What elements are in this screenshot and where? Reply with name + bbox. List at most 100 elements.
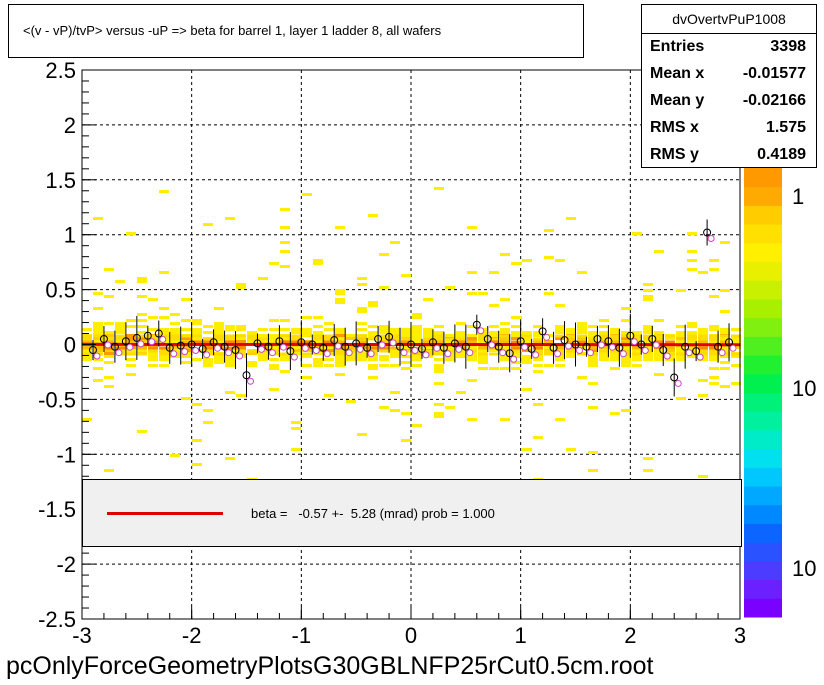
heatmap-cell	[610, 367, 620, 370]
heatmap-cell	[599, 331, 609, 334]
heatmap-cell	[687, 331, 697, 334]
heatmap-cell	[236, 394, 246, 397]
heatmap-cell	[533, 325, 543, 328]
heatmap-cell	[489, 331, 499, 334]
heatmap-cell	[104, 295, 114, 298]
heatmap-cell	[214, 331, 224, 334]
heatmap-cell	[170, 334, 180, 338]
heatmap-cell	[566, 334, 576, 338]
heatmap-cell	[379, 328, 389, 331]
heatmap-cell	[489, 352, 499, 356]
heatmap-cell	[357, 307, 367, 310]
heatmap-cell	[170, 328, 180, 331]
heatmap-cell	[291, 352, 301, 355]
heatmap-cell	[203, 346, 213, 350]
heatmap-cell	[104, 376, 114, 379]
heatmap-cell	[434, 334, 444, 338]
heatmap-cell	[346, 355, 356, 358]
stats-label: Entries	[650, 38, 705, 55]
heatmap-cell	[324, 358, 334, 361]
heatmap-cell	[203, 325, 213, 328]
heatmap-cell	[335, 301, 345, 304]
heatmap-cell	[269, 262, 279, 265]
heatmap-cell	[621, 307, 631, 310]
color-scale-band	[744, 224, 782, 244]
heatmap-cell	[456, 334, 466, 337]
heatmap-cell	[654, 340, 664, 344]
heatmap-cell	[379, 349, 389, 353]
heatmap-cell	[599, 352, 609, 355]
heatmap-cell	[654, 346, 664, 349]
heatmap-cell	[148, 328, 158, 331]
heatmap-cell	[533, 334, 543, 337]
profile-point	[604, 337, 613, 346]
heatmap-cell	[533, 358, 543, 361]
heatmap-cell	[467, 346, 477, 349]
heatmap-cell	[280, 241, 290, 244]
profile-point	[308, 340, 317, 349]
heatmap-cell	[170, 346, 180, 349]
profile-point-alt	[477, 327, 485, 335]
heatmap-cell	[412, 328, 422, 331]
heatmap-cell	[324, 364, 334, 367]
heatmap-cell	[654, 352, 664, 355]
heatmap-cell	[599, 319, 609, 322]
profile-point-alt	[159, 336, 167, 344]
heatmap-cell	[687, 322, 697, 325]
heatmap-cell	[588, 340, 598, 343]
heatmap-cell	[181, 298, 191, 301]
profile-point	[363, 343, 372, 352]
heatmap-cell	[368, 301, 378, 304]
heatmap-cell	[93, 217, 103, 220]
heatmap-cell	[137, 346, 147, 350]
heatmap-cell	[423, 328, 433, 331]
profile-point-alt	[488, 341, 496, 349]
heatmap-cell	[302, 331, 312, 334]
heatmap-cell	[148, 298, 158, 301]
heatmap-cell	[148, 349, 158, 353]
heatmap-cell	[478, 334, 488, 338]
heatmap-cell	[489, 349, 499, 352]
heatmap-cell	[676, 340, 686, 343]
heatmap-cell	[368, 214, 378, 217]
heatmap-cell	[544, 292, 554, 295]
profile-point-alt	[586, 349, 594, 357]
heatmap-cell	[93, 328, 103, 331]
heatmap-cell	[82, 352, 92, 356]
heatmap-cell	[577, 334, 587, 338]
heatmap-cell	[181, 328, 191, 331]
heatmap-cell	[291, 346, 301, 349]
heatmap-cell	[357, 322, 367, 325]
heatmap-cell	[335, 337, 345, 340]
heatmap-cell	[489, 367, 499, 370]
profile-point	[165, 343, 174, 352]
heatmap-cell	[269, 388, 279, 391]
profile-point-alt	[268, 349, 276, 357]
heatmap-cell	[357, 283, 367, 286]
profile-point	[396, 342, 405, 351]
chart-title: <(v - vP)/tvP> versus -uP => beta for ba…	[23, 23, 442, 38]
heatmap-cell	[621, 409, 631, 412]
heatmap-cell	[401, 337, 411, 341]
heatmap-cell	[280, 328, 290, 331]
profile-point	[428, 338, 437, 347]
heatmap-cell	[412, 337, 422, 340]
heatmap-cell	[313, 340, 323, 343]
heatmap-cell	[401, 274, 411, 277]
heatmap-cell	[412, 340, 422, 343]
heatmap-cell	[214, 337, 224, 341]
heatmap-cell	[687, 334, 697, 338]
heatmap-cell	[555, 325, 565, 328]
heatmap-cell	[522, 355, 532, 358]
heatmap-cell	[258, 340, 268, 343]
fit-legend-line	[107, 512, 223, 515]
heatmap-cell	[720, 289, 730, 292]
heatmap-cell	[577, 325, 587, 328]
heatmap-cell	[368, 364, 378, 367]
heatmap-cell	[566, 448, 576, 451]
heatmap-cell	[104, 331, 114, 334]
heatmap-cell	[643, 331, 653, 334]
heatmap-cell	[302, 340, 312, 344]
heatmap-cell	[566, 337, 576, 340]
heatmap-cell	[423, 334, 433, 337]
